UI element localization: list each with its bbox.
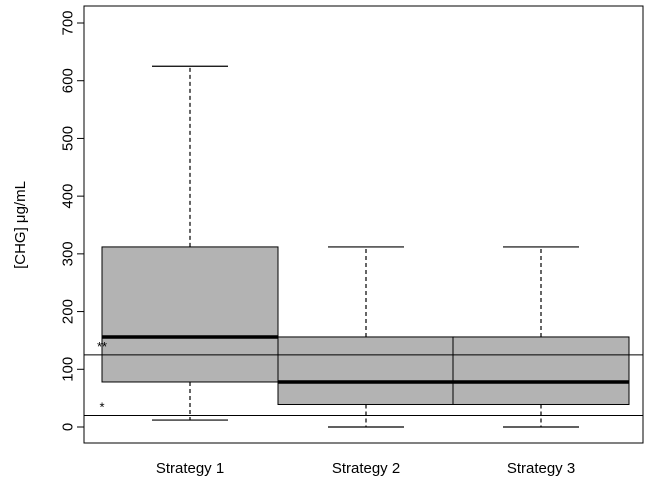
boxes: [101, 65, 630, 428]
box-iqr: [101, 246, 279, 383]
plot-area-frame: [83, 5, 644, 444]
y-tick-label: 500: [59, 126, 76, 151]
y-axis: 0 100 200 300 400 500 600 700: [59, 10, 84, 431]
reference-line-label: *: [99, 399, 104, 414]
category-label: Strategy 2: [332, 460, 400, 477]
box-iqr: [452, 336, 630, 405]
y-tick-label: 700: [59, 10, 76, 35]
y-tick-label: 200: [59, 299, 76, 324]
category-label: Strategy 3: [507, 460, 575, 477]
y-tick-label: 0: [59, 423, 76, 431]
box-2: [277, 246, 455, 428]
box-iqr: [277, 336, 455, 405]
y-tick-label: 100: [59, 357, 76, 382]
reference-lines: ***: [84, 339, 643, 416]
box-3: [452, 246, 630, 428]
box-1: [101, 65, 279, 421]
reference-line-label: **: [97, 339, 107, 354]
x-axis-labels: Strategy 1 Strategy 2 Strategy 3: [156, 460, 575, 477]
y-tick-label: 300: [59, 241, 76, 266]
y-tick-label: 600: [59, 68, 76, 93]
category-label: Strategy 1: [156, 460, 224, 477]
y-axis-title: [CHG] μg/mL: [12, 181, 29, 269]
y-tick-label: 400: [59, 184, 76, 209]
